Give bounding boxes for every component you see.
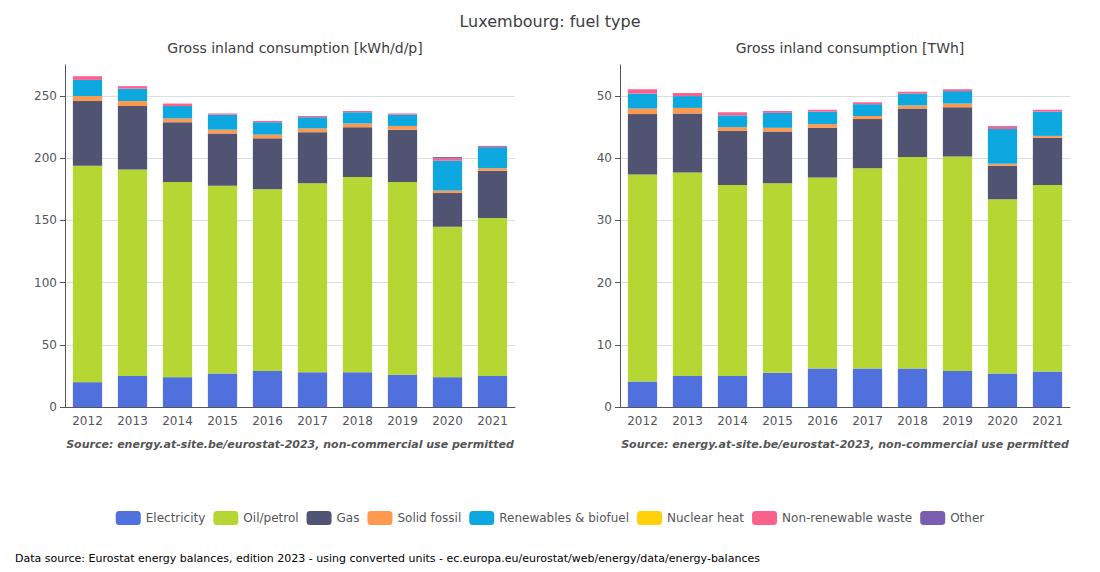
svg-text:2017: 2017 — [297, 414, 328, 428]
svg-text:2016: 2016 — [252, 414, 283, 428]
svg-text:Non-renewable waste: Non-renewable waste — [782, 511, 912, 525]
svg-text:2019: 2019 — [387, 414, 418, 428]
svg-text:Other: Other — [950, 511, 984, 525]
svg-text:2021: 2021 — [477, 414, 508, 428]
svg-text:2020: 2020 — [987, 414, 1018, 428]
svg-text:40: 40 — [597, 151, 612, 165]
svg-text:2015: 2015 — [207, 414, 238, 428]
svg-text:Luxembourg: fuel type: Luxembourg: fuel type — [459, 12, 640, 31]
svg-text:2019: 2019 — [942, 414, 973, 428]
svg-text:Nuclear heat: Nuclear heat — [667, 511, 744, 525]
svg-text:Solid fossil: Solid fossil — [397, 511, 461, 525]
svg-text:2013: 2013 — [672, 414, 703, 428]
svg-text:2018: 2018 — [897, 414, 928, 428]
svg-text:0: 0 — [604, 400, 612, 414]
svg-text:Renewables & biofuel: Renewables & biofuel — [499, 511, 629, 525]
svg-text:2013: 2013 — [117, 414, 148, 428]
svg-text:50: 50 — [42, 338, 57, 352]
svg-text:50: 50 — [597, 89, 612, 103]
svg-text:Electricity: Electricity — [146, 511, 206, 525]
svg-text:30: 30 — [597, 213, 612, 227]
svg-text:2018: 2018 — [342, 414, 373, 428]
svg-text:2012: 2012 — [627, 414, 658, 428]
svg-text:Source: energy.at-site.be/euro: Source: energy.at-site.be/eurostat-2023,… — [66, 438, 514, 451]
svg-text:Gross inland consumption [kWh/: Gross inland consumption [kWh/d/p] — [167, 40, 422, 56]
svg-text:150: 150 — [34, 213, 57, 227]
svg-text:2016: 2016 — [807, 414, 838, 428]
svg-text:100: 100 — [34, 276, 57, 290]
svg-text:20: 20 — [597, 276, 612, 290]
svg-text:10: 10 — [597, 338, 612, 352]
svg-text:2017: 2017 — [852, 414, 883, 428]
svg-text:Oil/petrol: Oil/petrol — [243, 511, 298, 525]
svg-text:250: 250 — [34, 89, 57, 103]
svg-text:2020: 2020 — [432, 414, 463, 428]
svg-text:Gas: Gas — [337, 511, 360, 525]
svg-text:0: 0 — [49, 400, 57, 414]
svg-text:200: 200 — [34, 151, 57, 165]
svg-text:Source: energy.at-site.be/euro: Source: energy.at-site.be/eurostat-2023,… — [621, 438, 1069, 451]
svg-text:2021: 2021 — [1032, 414, 1063, 428]
svg-text:2014: 2014 — [717, 414, 748, 428]
svg-text:2014: 2014 — [162, 414, 193, 428]
svg-text:Gross inland consumption [TWh]: Gross inland consumption [TWh] — [736, 40, 965, 56]
svg-text:2015: 2015 — [762, 414, 793, 428]
svg-text:Data source: Eurostat energy b: Data source: Eurostat energy balances, e… — [15, 552, 760, 565]
svg-text:2012: 2012 — [72, 414, 103, 428]
